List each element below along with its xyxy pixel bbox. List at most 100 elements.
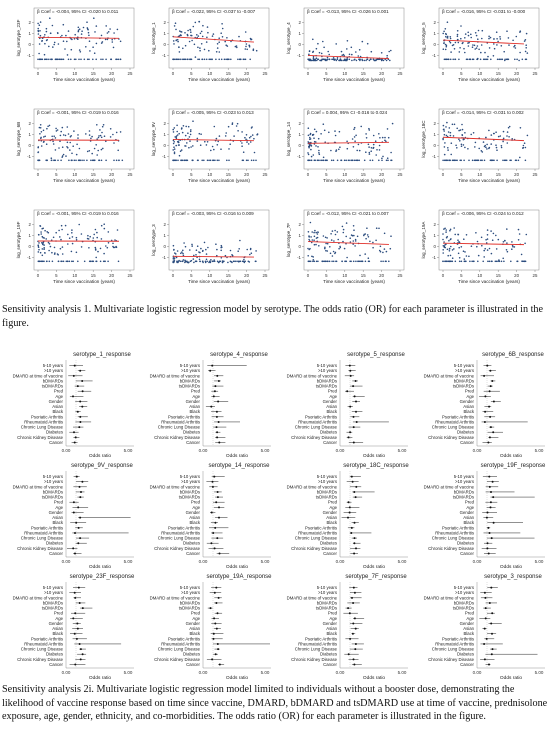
data-point (173, 148, 176, 150)
y-tick-label: 2 (29, 121, 32, 126)
data-point (41, 254, 44, 257)
data-point (461, 134, 464, 136)
data-point (321, 58, 323, 61)
data-point (309, 247, 311, 250)
data-point (345, 159, 348, 162)
data-point (326, 58, 329, 61)
data-point (345, 59, 348, 62)
data-point (378, 159, 380, 162)
data-point (370, 50, 373, 53)
data-point (355, 260, 357, 263)
data-point (508, 44, 510, 46)
data-point (460, 145, 463, 147)
data-point (112, 46, 115, 49)
data-point (442, 137, 444, 140)
covariate-label: bDMARDs (454, 600, 474, 605)
plot-frame (33, 108, 135, 170)
data-point (38, 260, 40, 263)
data-point (446, 121, 448, 124)
y-tick-label: -1 (432, 53, 436, 58)
data-point (443, 153, 446, 156)
data-point (346, 256, 348, 259)
data-point (379, 250, 382, 253)
data-point (467, 45, 470, 47)
data-point (366, 58, 368, 61)
data-point (45, 58, 47, 61)
data-point (177, 40, 179, 43)
data-point (449, 260, 451, 263)
data-point (317, 159, 320, 162)
data-point (52, 236, 55, 239)
covariate-label: Asian (52, 626, 63, 631)
covariate-label: DMARD at time of vaccine (424, 373, 475, 378)
data-point (442, 233, 444, 235)
covariate-label: Asian (189, 404, 200, 409)
plot-frame (303, 7, 405, 69)
data-point (96, 154, 98, 156)
covariate-label: Chronic Lung Disease (432, 647, 475, 652)
x-tick-label: 25 (533, 273, 538, 278)
data-point (331, 58, 333, 61)
data-point (218, 41, 220, 43)
data-point (67, 133, 70, 135)
data-point (382, 155, 384, 158)
data-point (346, 48, 348, 50)
data-point (449, 229, 451, 232)
data-point (445, 260, 447, 263)
covariate-label: bDMARDs (454, 378, 474, 383)
data-point (485, 146, 487, 149)
data-point (489, 36, 492, 39)
data-point (48, 124, 51, 127)
data-point (70, 135, 72, 137)
data-point (450, 142, 453, 144)
data-point (478, 48, 480, 51)
covariate-label: Pred (465, 611, 475, 616)
data-point (470, 133, 473, 136)
odds-ratio-point (211, 658, 214, 661)
odds-ratio-point (210, 405, 213, 408)
x-tick-label: 5 (460, 273, 463, 278)
covariate-label: Gender (49, 621, 64, 626)
data-point (253, 151, 256, 154)
x-tick-label: 20 (109, 172, 114, 177)
data-point (217, 261, 220, 264)
data-point (486, 234, 489, 236)
data-point (66, 54, 69, 56)
x-tick-label: 15 (91, 172, 96, 177)
odds-ratio-point (349, 405, 352, 408)
data-point (336, 159, 339, 162)
data-point (497, 238, 500, 241)
data-point (480, 44, 483, 46)
data-point (55, 58, 57, 61)
data-point (224, 40, 226, 43)
data-point (37, 246, 40, 248)
covariate-label: Rheumatoid Arthritis (24, 419, 63, 424)
data-point (98, 135, 100, 137)
data-point (312, 259, 315, 261)
covariate-label: bDMARDs (180, 378, 200, 383)
data-point (326, 237, 328, 239)
odds-ratio-point (483, 420, 486, 423)
y-tick-label: 1 (434, 132, 437, 137)
fit-line (172, 255, 254, 258)
plot-frame (168, 209, 270, 271)
x-axis-label: Odds ratio (500, 675, 522, 680)
data-point (97, 250, 99, 253)
x-tick-label: 0.00 (336, 448, 345, 453)
data-point (505, 249, 508, 251)
data-point (88, 40, 91, 42)
data-point (502, 241, 505, 243)
data-point (105, 159, 107, 162)
data-point (318, 245, 320, 247)
data-point (476, 58, 478, 61)
data-point (37, 58, 39, 61)
data-point (470, 245, 473, 247)
covariate-label: DMARD at time of vaccine (150, 484, 201, 489)
x-tick-label: 10 (207, 273, 212, 278)
y-tick-label: 2 (164, 20, 167, 25)
data-point (334, 130, 336, 132)
data-point (250, 252, 253, 254)
data-point (178, 46, 180, 48)
